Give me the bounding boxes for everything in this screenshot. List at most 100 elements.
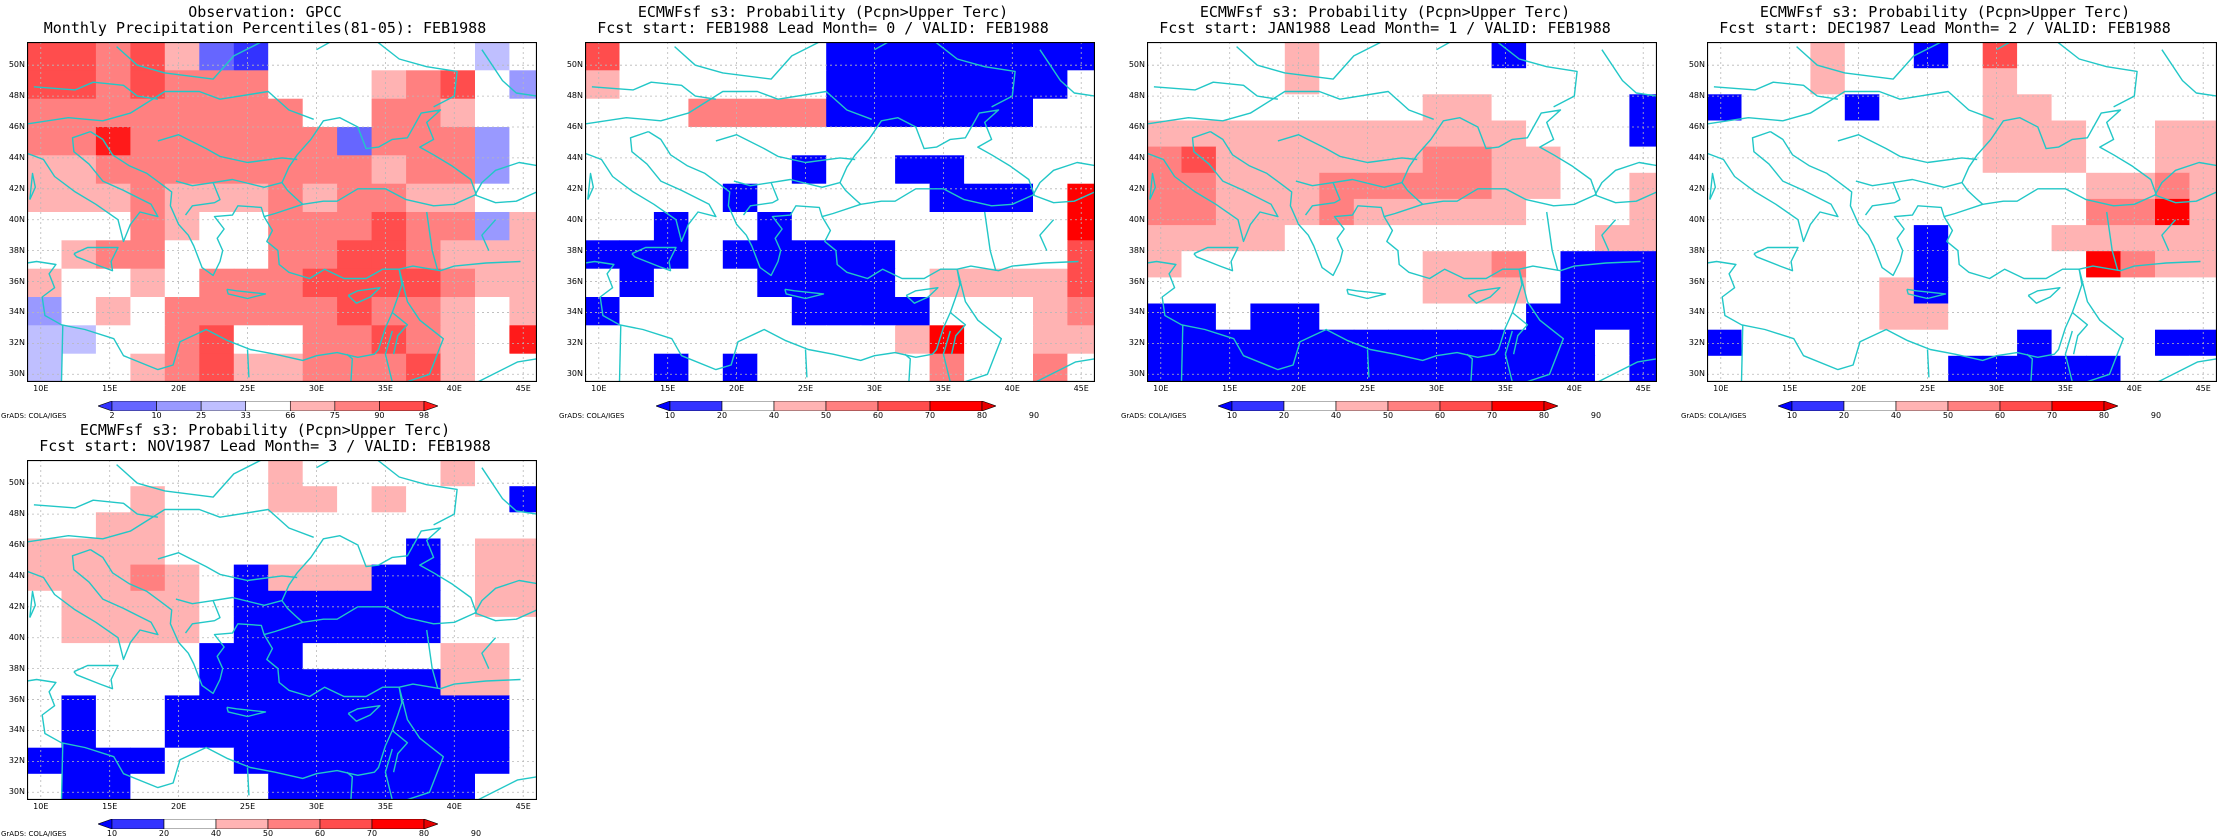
grid-cell [164, 42, 200, 71]
coastline [1504, 330, 1513, 382]
latitude-tick-label: 36N [1128, 276, 1145, 286]
coastline [281, 527, 478, 614]
grid-cell [1353, 355, 1389, 382]
grid-cell [95, 538, 131, 566]
coastline [1855, 180, 1901, 216]
grid-cell [1913, 198, 1949, 226]
grid-cell [1388, 172, 1424, 200]
grid-cell [337, 669, 373, 696]
grid-cell [826, 353, 862, 382]
grid-cell [826, 127, 862, 156]
coastline [1707, 130, 1839, 243]
latitude-tick-label: 46N [1688, 122, 1705, 131]
grid-cell [1879, 120, 1915, 148]
grid-cell [95, 240, 131, 270]
grid-cell [998, 183, 1034, 213]
grid-cell [406, 155, 442, 185]
grid-cell [585, 70, 620, 100]
grid-cell [1284, 42, 1320, 69]
panel-lead3: ECMWFsf s3: Probability (Pcpn>Upper Terc… [0, 418, 537, 838]
coastline [384, 748, 393, 800]
coastline [804, 349, 808, 378]
coastline [2161, 219, 2177, 251]
grid-cell [722, 297, 758, 326]
grid-cell [440, 42, 476, 71]
coastline [1147, 90, 1434, 125]
grid-cell [1457, 94, 1493, 121]
colorbar-segment [1231, 401, 1285, 411]
grid-cell [1560, 355, 1596, 382]
grid-cell [164, 98, 200, 128]
grid-cell [440, 460, 476, 487]
colorbar-arrow-low [98, 819, 113, 829]
grid-cell [860, 240, 896, 270]
coastline [1961, 182, 1984, 205]
grid-cell [1319, 355, 1355, 382]
grid-cell [895, 268, 931, 298]
grid-cell [1844, 251, 1880, 278]
grid-cell [61, 353, 97, 382]
grid-cell [164, 512, 200, 539]
grid-cell [1560, 42, 1596, 69]
grid-cell [1707, 303, 1742, 331]
colorbar-segment [289, 401, 336, 411]
grid-cell [61, 42, 97, 71]
grid-cell [302, 590, 338, 618]
coastline [1039, 49, 1095, 97]
colorbar-arrow-high [981, 401, 996, 411]
grid-cell [61, 70, 97, 100]
grid-cell [929, 155, 965, 185]
grid-cell [475, 325, 510, 355]
grid-cell [1560, 120, 1596, 148]
grid-cell [1982, 146, 2018, 174]
coastline [984, 211, 997, 271]
grid-cell [757, 297, 793, 326]
grid-cell [164, 183, 200, 213]
coastline [874, 42, 1016, 108]
grid-cell [688, 98, 724, 128]
colorbar-label: 10 [151, 411, 162, 420]
longitude-tick-label: 30E [1428, 384, 1445, 393]
longitude-tick-label: 25E [1359, 384, 1376, 393]
longitude-tick-label: 30E [1988, 384, 2005, 393]
grid-cell [1741, 120, 1777, 148]
grid-cell [1284, 355, 1320, 382]
grid-cell [1844, 146, 1880, 174]
latitude-tick-label: 46N [8, 540, 25, 549]
grid-cell [688, 42, 724, 71]
grid-cell [1526, 120, 1562, 148]
grid-cell [1491, 68, 1527, 95]
grid-cell [95, 512, 131, 539]
latitude-tick-label: 34N [1128, 307, 1145, 317]
grid-cell [199, 564, 235, 592]
grid-cell [1741, 146, 1777, 174]
longitude-tick-label: 40E [1004, 384, 1020, 393]
grid-cell [1457, 146, 1493, 174]
grid-cell [1707, 225, 1742, 252]
grid-cell [1319, 146, 1355, 174]
grid-cell [406, 460, 442, 487]
grid-cell [1181, 68, 1217, 95]
grid-cell [1422, 94, 1458, 121]
coastline [60, 742, 64, 800]
grid-cell [95, 268, 131, 298]
colorbar-segment [1439, 401, 1493, 411]
grid-cell [268, 353, 304, 382]
grid-cell [233, 212, 269, 241]
longitude-tick-label: 10E [33, 802, 49, 811]
grid-cell [1215, 198, 1251, 226]
grid-cell [1879, 303, 1915, 331]
grid-cell [61, 212, 97, 241]
longitude-tick-label: 10E [591, 384, 607, 393]
grid-cell [826, 155, 862, 185]
coastline [399, 260, 521, 272]
coastline [1713, 81, 1839, 100]
grid-cell [895, 155, 931, 185]
grid-cell [1844, 94, 1880, 121]
grid-cell [722, 240, 758, 270]
grid-cell [337, 538, 373, 566]
colorbar-segment [1843, 401, 1897, 411]
grid-cell [199, 590, 235, 618]
grid-cell [2155, 146, 2190, 174]
colorbar-segment [319, 819, 373, 829]
